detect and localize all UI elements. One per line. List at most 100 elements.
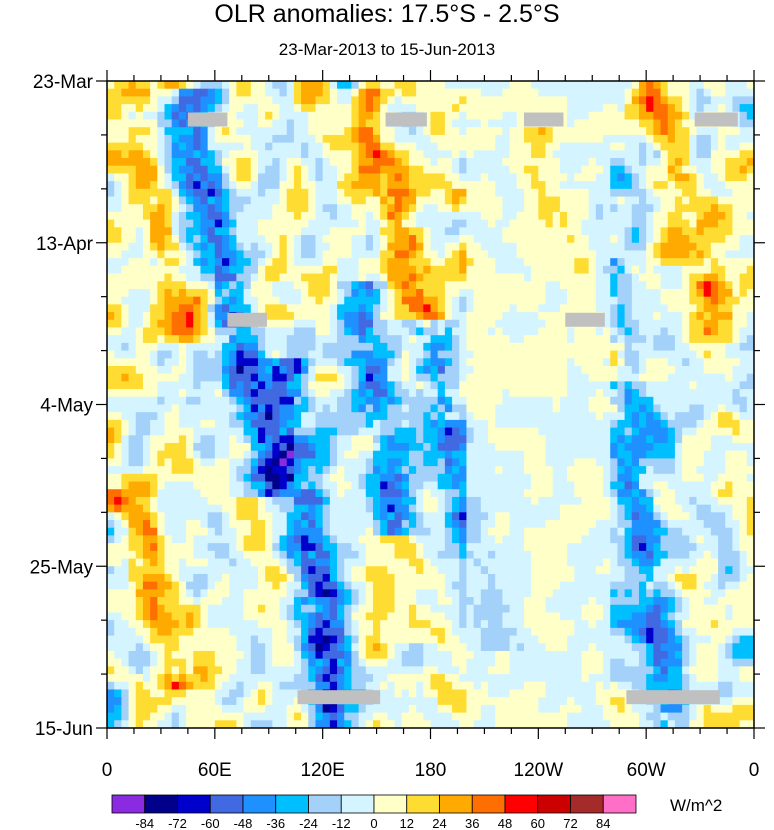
heatmap-cell: [142, 312, 151, 321]
heatmap-cell: [365, 181, 374, 190]
heatmap-cell: [135, 427, 144, 436]
heatmap-cell: [142, 250, 151, 259]
heatmap-cell: [286, 281, 295, 290]
heatmap-cell: [567, 142, 575, 151]
heatmap-cell: [653, 242, 662, 252]
heatmap-cell: [243, 466, 252, 475]
heatmap-cell: [488, 204, 496, 213]
heatmap-cell: [610, 358, 619, 367]
heatmap-cell: [265, 111, 273, 121]
heatmap-cell: [696, 312, 705, 321]
heatmap-cell: [207, 281, 216, 290]
heatmap-cell: [250, 173, 259, 182]
heatmap-cell: [150, 473, 158, 483]
heatmap-cell: [358, 466, 367, 475]
heatmap-cell: [265, 88, 273, 97]
heatmap-cell: [495, 458, 503, 467]
heatmap-cell: [265, 288, 273, 298]
heatmap-cell: [552, 265, 561, 275]
heatmap-cell: [308, 496, 317, 506]
heatmap-cell: [222, 358, 230, 367]
heatmap-cell: [308, 165, 317, 175]
heatmap-cell: [610, 281, 619, 290]
heatmap-cell: [437, 365, 446, 375]
heatmap-cell: [365, 504, 374, 513]
heatmap-cell: [538, 173, 547, 182]
heatmap-cell: [401, 489, 410, 498]
heatmap-cell: [423, 235, 432, 244]
heatmap-cell: [121, 489, 130, 498]
heatmap-cell: [279, 81, 288, 90]
heatmap-cell: [617, 165, 626, 175]
heatmap-cell: [588, 489, 597, 498]
heatmap-cell: [725, 419, 734, 429]
heatmap-cell: [322, 281, 331, 290]
heatmap-cell: [150, 88, 158, 97]
heatmap-cell: [646, 304, 654, 313]
heatmap-cell: [523, 227, 532, 236]
heatmap-cell: [164, 288, 173, 298]
heatmap-cell: [538, 381, 547, 390]
heatmap-cell: [746, 404, 754, 413]
heatmap-cell: [466, 473, 475, 483]
heatmap-cell: [509, 481, 518, 490]
heatmap-cell: [214, 327, 223, 336]
heatmap-cell: [495, 296, 503, 305]
heatmap-cell: [214, 104, 223, 113]
heatmap-cell: [603, 142, 611, 151]
heatmap-cell: [301, 204, 309, 213]
heatmap-cell: [567, 358, 575, 367]
heatmap-cell: [243, 81, 252, 90]
heatmap-cell: [452, 250, 460, 259]
heatmap-cell: [358, 473, 367, 483]
heatmap-cell: [653, 473, 662, 483]
heatmap-cell: [114, 312, 122, 321]
heatmap-cell: [337, 281, 345, 290]
heatmap-cell: [279, 196, 288, 205]
heatmap-cell: [581, 227, 590, 236]
heatmap-cell: [229, 158, 237, 167]
heatmap-cell: [236, 250, 245, 259]
heatmap-cell: [401, 404, 410, 413]
heatmap-cell: [610, 342, 619, 352]
heatmap-cell: [473, 211, 482, 221]
heatmap-cell: [502, 104, 511, 113]
heatmap-cell: [739, 158, 748, 167]
heatmap-cell: [358, 373, 367, 382]
heatmap-cell: [739, 389, 748, 398]
heatmap-cell: [344, 350, 353, 359]
heatmap-cell: [567, 211, 575, 221]
heatmap-cell: [502, 496, 511, 506]
heatmap-cell: [710, 158, 719, 167]
heatmap-cell: [552, 181, 561, 190]
heatmap-cell: [286, 104, 295, 113]
heatmap-cell: [452, 119, 460, 128]
heatmap-cell: [308, 312, 317, 321]
heatmap-cell: [229, 327, 237, 336]
heatmap-cell: [207, 235, 216, 244]
heatmap-cell: [423, 258, 432, 267]
heatmap-cell: [480, 111, 489, 121]
heatmap-cell: [351, 365, 360, 375]
heatmap-cell: [710, 165, 719, 175]
heatmap-cell: [581, 204, 590, 213]
heatmap-cell: [703, 412, 712, 421]
heatmap-cell: [408, 473, 417, 483]
heatmap-cell: [473, 158, 482, 167]
heatmap-cell: [229, 258, 237, 267]
heatmap-cell: [380, 265, 388, 275]
heatmap-cell: [603, 127, 611, 136]
heatmap-cell: [452, 481, 460, 490]
heatmap-cell: [416, 504, 424, 513]
heatmap-cell: [423, 196, 432, 205]
heatmap-cell: [667, 381, 676, 390]
heatmap-cell: [416, 389, 424, 398]
heatmap-cell: [653, 150, 662, 159]
heatmap-cell: [171, 235, 180, 244]
heatmap-cell: [603, 358, 611, 367]
heatmap-cell: [552, 365, 561, 375]
heatmap-cell: [545, 188, 554, 198]
heatmap-cell: [617, 150, 626, 159]
heatmap-cell: [214, 458, 223, 467]
heatmap-cell: [523, 396, 532, 406]
